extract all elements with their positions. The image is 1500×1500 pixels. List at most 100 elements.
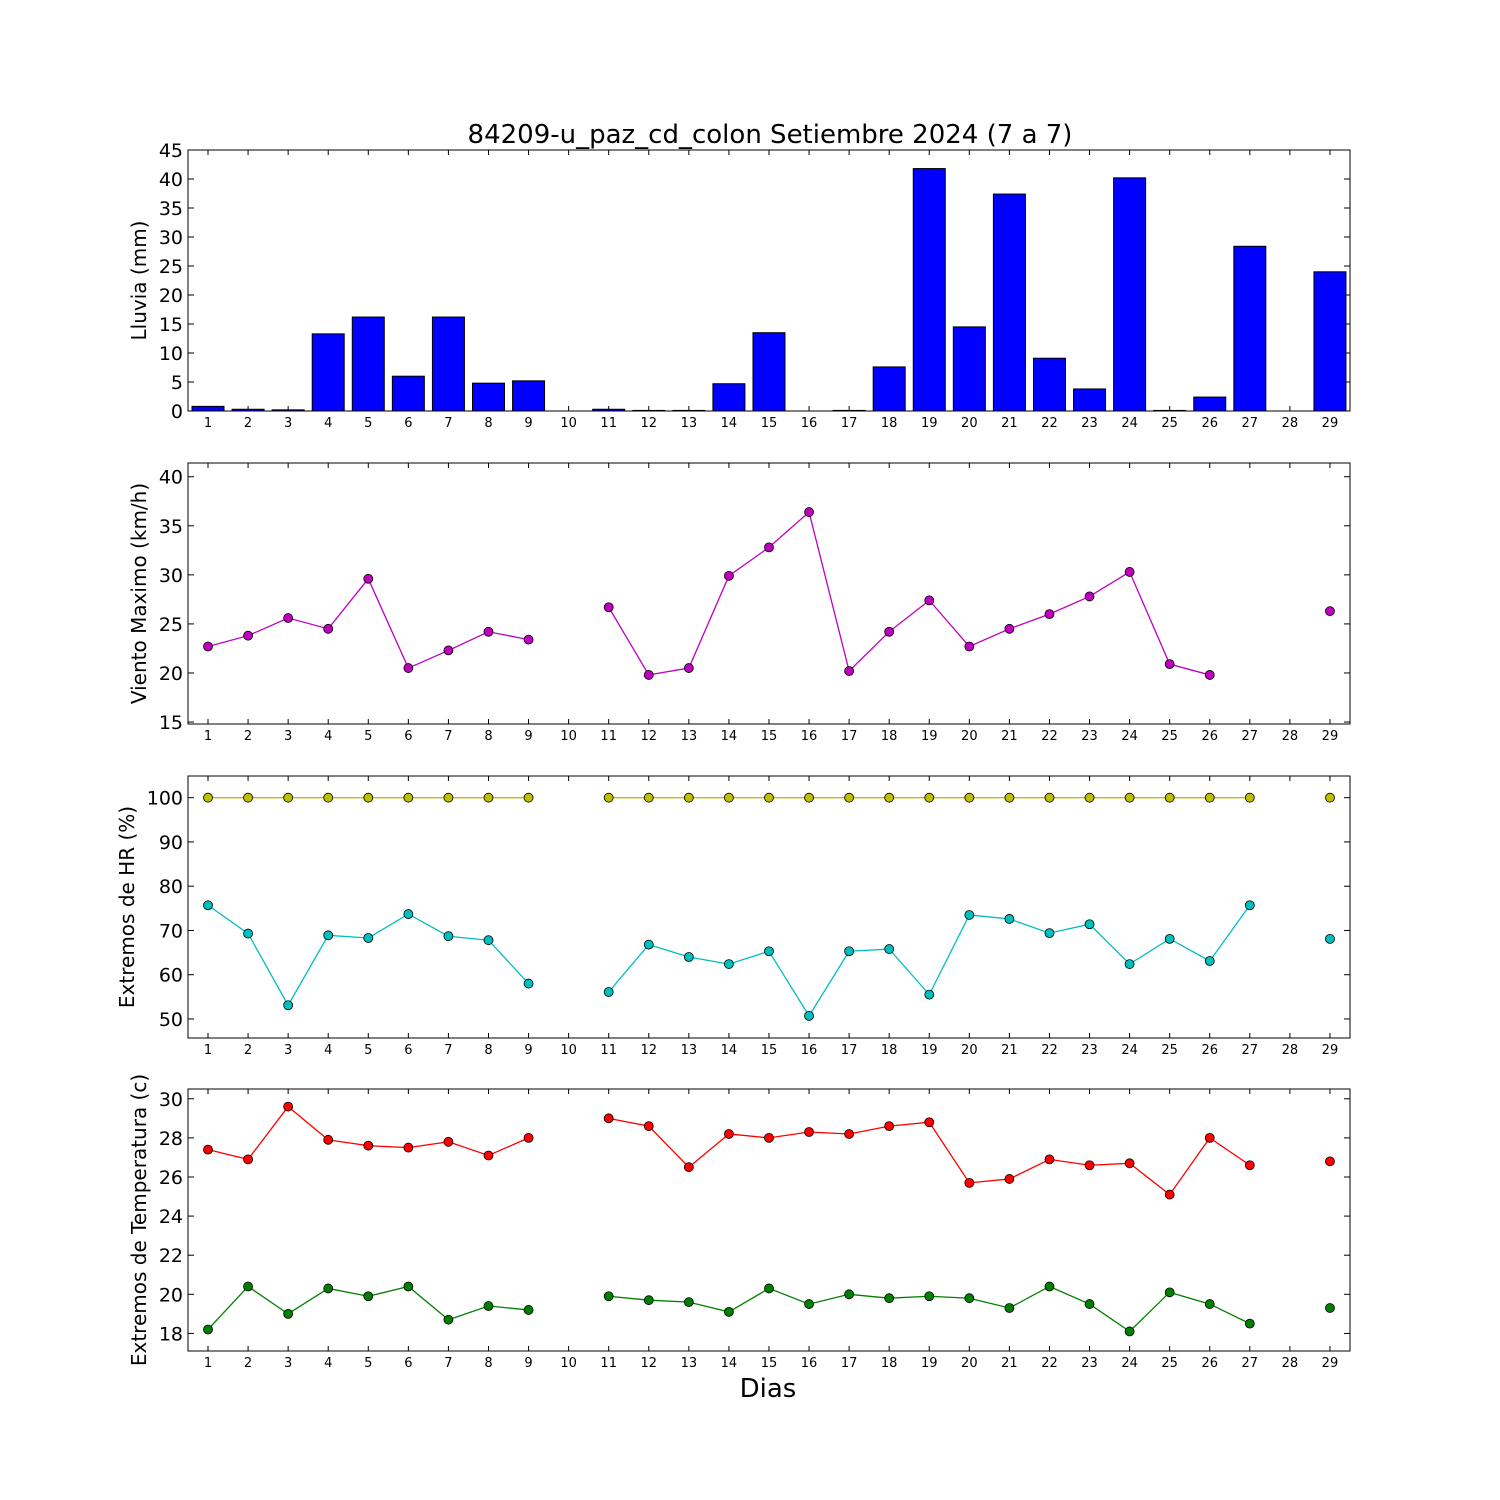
lluvia-ytick-label: 15 <box>159 314 183 336</box>
temp-series-1-point-day-13 <box>683 1297 694 1308</box>
temp-series-0-point-day-17 <box>844 1129 855 1139</box>
viento-xtick-label: 15 <box>761 729 778 744</box>
hr-series-1-point-day-24 <box>1124 959 1135 969</box>
viento-xtick-label: 19 <box>921 729 938 744</box>
temp-series-0-point-day-27 <box>1244 1160 1255 1171</box>
lluvia-xtick-label: 8 <box>484 416 492 431</box>
hr-series-1-point-day-29 <box>1325 933 1335 944</box>
temp-series-1-point-day-2 <box>243 1281 253 1292</box>
viento-xtick-label: 13 <box>681 729 698 744</box>
bar-day-22 <box>1032 357 1066 412</box>
bar-day-8 <box>471 382 505 412</box>
viento-ytick-label: 35 <box>159 516 183 538</box>
hr-series-0-point-day-21 <box>1004 792 1015 803</box>
temp-xtick-label: 11 <box>600 1356 617 1371</box>
hr-xtick-label: 18 <box>881 1043 898 1058</box>
viento-series-0-point-day-6 <box>403 663 414 673</box>
temp-series-0-point-day-29 <box>1325 1156 1335 1167</box>
hr-series-1-point-day-20 <box>964 910 975 920</box>
bar-day-7 <box>431 316 465 412</box>
temp-series-1-point-day-7 <box>443 1314 454 1325</box>
bar-day-21 <box>992 193 1026 412</box>
bar-day-27 <box>1233 245 1267 412</box>
bar-day-18 <box>872 366 906 412</box>
temp-series-0-point-day-5 <box>363 1140 374 1151</box>
lluvia-ytick-label: 5 <box>171 372 183 394</box>
hr-series-1-point-day-4 <box>323 930 334 941</box>
viento-series-0-point-day-16 <box>804 507 814 517</box>
temp-series-1-point-day-23 <box>1084 1299 1095 1309</box>
lluvia-ytick-label: 40 <box>159 169 183 191</box>
lluvia-xtick-label: 19 <box>921 416 938 431</box>
temp-series-0-point-day-9 <box>523 1132 534 1143</box>
hr-series-1-point-day-15 <box>764 946 774 957</box>
temp-xtick-label: 22 <box>1041 1356 1058 1371</box>
hr-ytick-label: 50 <box>159 1009 183 1031</box>
temp-xtick-label: 27 <box>1242 1356 1259 1371</box>
temp-series-0-point-day-23 <box>1084 1160 1095 1171</box>
lluvia-xtick-label: 18 <box>881 416 898 431</box>
lluvia-ytick-label: 30 <box>159 227 183 249</box>
lluvia-xtick-label: 3 <box>284 416 292 431</box>
temp-series-0-point-day-11 <box>603 1113 614 1124</box>
lluvia-xtick-label: 13 <box>681 416 698 431</box>
hr-series-1-point-day-6 <box>403 909 414 919</box>
temp-xtick-label: 3 <box>284 1356 292 1371</box>
temp-series-0-point-day-4 <box>323 1134 334 1145</box>
temp-series-0-point-day-3 <box>283 1101 294 1112</box>
viento-xtick-label: 12 <box>640 729 657 744</box>
bar-day-9 <box>512 380 546 412</box>
viento-series-0-point-day-26 <box>1204 670 1215 680</box>
hr-series-1-point-day-11 <box>603 987 614 997</box>
lluvia-xtick-label: 12 <box>640 416 657 431</box>
temp-xtick-label: 5 <box>364 1356 372 1371</box>
hr-xtick-label: 8 <box>484 1043 492 1058</box>
viento-series-0-point-day-5 <box>363 573 374 584</box>
hr-series-1-point-day-18 <box>884 944 895 954</box>
lluvia-xtick-label: 22 <box>1041 416 1058 431</box>
temp-series-1-point-day-4 <box>323 1283 334 1294</box>
temp-y-axis-label: Extremos de Temperatura (c) <box>127 1074 151 1366</box>
temp-series-0-point-day-18 <box>884 1121 895 1132</box>
hr-xtick-label: 24 <box>1121 1043 1138 1058</box>
viento-ytick-label: 20 <box>159 663 183 685</box>
lluvia-xtick-label: 23 <box>1081 416 1098 431</box>
hr-series-0-point-day-3 <box>283 792 294 803</box>
temp-series-0-point-day-25 <box>1164 1189 1175 1200</box>
hr-series-0-point-day-7 <box>443 792 454 803</box>
temp-ytick-label: 20 <box>159 1284 183 1306</box>
hr-xtick-label: 21 <box>1001 1043 1018 1058</box>
hr-series-1-point-day-14 <box>724 959 734 969</box>
hr-series-0-point-day-17 <box>844 792 855 803</box>
bar-day-19 <box>912 168 946 412</box>
temp-xtick-label: 19 <box>921 1356 938 1371</box>
hr-series-1-point-day-2 <box>243 928 253 939</box>
viento-xtick-label: 20 <box>961 729 978 744</box>
bar-day-17 <box>832 409 866 412</box>
viento-xtick-label: 24 <box>1121 729 1138 744</box>
hr-series-0-point-day-20 <box>964 792 975 803</box>
temp-series-0-line <box>207 1105 529 1161</box>
viento-xtick-label: 1 <box>204 729 212 744</box>
viento-ytick-label: 25 <box>159 614 183 636</box>
temp-xtick-label: 7 <box>444 1356 452 1371</box>
hr-xtick-label: 29 <box>1322 1043 1339 1058</box>
viento-xtick-label: 23 <box>1081 729 1098 744</box>
hr-series-1-point-day-7 <box>443 931 454 942</box>
viento-series-0-point-day-8 <box>483 626 494 637</box>
hr-series-1-point-day-9 <box>523 978 534 989</box>
temp-series-0-point-day-26 <box>1204 1132 1215 1143</box>
temp-xtick-label: 2 <box>244 1356 252 1371</box>
temp-xtick-label: 29 <box>1322 1356 1339 1371</box>
viento-xtick-label: 21 <box>1001 729 1018 744</box>
lluvia-ytick-label: 45 <box>159 140 183 162</box>
bar-day-26 <box>1193 396 1227 412</box>
viento-xtick-label: 18 <box>881 729 898 744</box>
temp-xtick-label: 26 <box>1201 1356 1218 1371</box>
temp-series-1-point-day-6 <box>403 1281 414 1292</box>
lluvia-xtick-label: 11 <box>600 416 617 431</box>
hr-xtick-label: 12 <box>640 1043 657 1058</box>
temp-series-0-point-day-19 <box>924 1117 935 1128</box>
